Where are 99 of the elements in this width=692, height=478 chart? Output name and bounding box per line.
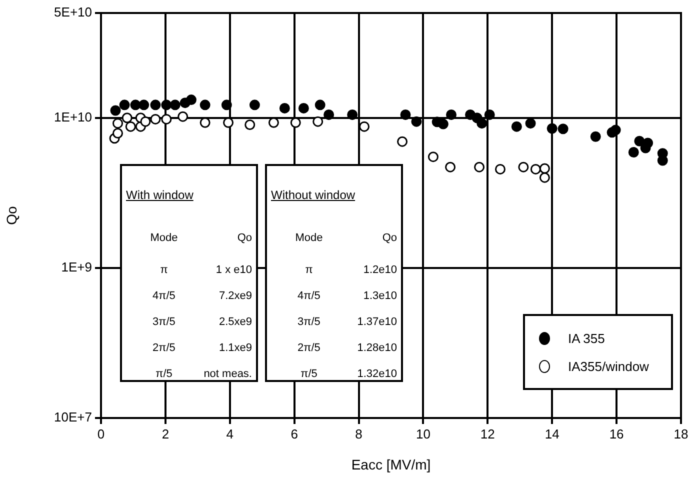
annotation: With window [126, 188, 194, 202]
point [170, 100, 180, 110]
annotation: Qo [381, 232, 397, 244]
annotation: Without window [271, 188, 356, 202]
point [558, 124, 568, 134]
x-tick-label: 12 [480, 426, 495, 442]
point [125, 121, 136, 132]
annotation: π/5 [154, 368, 174, 380]
point [324, 109, 334, 120]
point [428, 152, 438, 162]
annotation: 3π/5 [152, 316, 176, 328]
point [150, 100, 161, 110]
point [347, 109, 358, 120]
annotation: 7.2xe9 [218, 290, 252, 302]
point [446, 109, 457, 120]
point [200, 100, 210, 110]
point [249, 100, 260, 110]
point [312, 116, 324, 127]
point [130, 100, 141, 110]
x-tick-label: 10 [416, 426, 430, 442]
annotation: 1.1xe9 [218, 342, 252, 354]
point [476, 118, 488, 129]
point [359, 121, 370, 132]
point [411, 116, 422, 127]
annotation: 4π/5 [152, 290, 176, 302]
x-axis-title: Eacc [MV/m] [351, 456, 431, 472]
point [122, 112, 132, 124]
point [484, 109, 495, 120]
annotation: 2.5xe9 [218, 316, 252, 328]
annotation: π/5 [300, 368, 318, 380]
x-tick-label: 8 [355, 426, 362, 442]
point [511, 121, 522, 132]
point [494, 164, 506, 174]
point [530, 164, 541, 174]
annotation: π [304, 264, 314, 276]
point [400, 109, 411, 120]
x-tick-label: 6 [290, 426, 298, 442]
point [244, 120, 256, 130]
x-tick-label: 0 [97, 426, 105, 442]
point [140, 116, 151, 127]
annotation: 1.2e10 [362, 264, 397, 276]
x-tick-label: 2 [162, 426, 170, 442]
point [138, 100, 150, 110]
point [518, 162, 529, 172]
point [279, 102, 290, 114]
y-tick-label: 5E+10 [54, 4, 92, 20]
x-tick-label: 14 [544, 426, 560, 442]
point [150, 114, 161, 124]
point [119, 100, 130, 110]
point [298, 102, 309, 114]
point [186, 94, 196, 106]
point [642, 138, 654, 148]
point [525, 118, 536, 129]
y-tick-label: 1E+10 [54, 109, 92, 124]
point [112, 118, 124, 129]
annotation: π [159, 264, 169, 276]
point [223, 117, 234, 128]
point [445, 162, 456, 172]
annotation: Qo [236, 232, 252, 244]
point [268, 117, 279, 128]
point [610, 124, 621, 136]
annotation: 1.3e10 [362, 290, 397, 302]
point [628, 147, 639, 158]
point [161, 114, 172, 124]
point [200, 117, 210, 128]
y-tick-label: 10E+7 [54, 410, 92, 425]
point [314, 100, 326, 110]
point [112, 128, 124, 138]
annotation: 1.32e10 [356, 368, 397, 380]
point [290, 117, 301, 128]
annotation: not meas. [202, 368, 252, 380]
point [657, 155, 668, 166]
point [438, 118, 448, 130]
point [221, 100, 232, 110]
point [546, 123, 558, 134]
x-tick-label: 18 [674, 426, 688, 442]
annotation: Mode [149, 232, 179, 244]
point [474, 162, 485, 172]
y-tick-label: 1E+9 [61, 260, 92, 275]
point [539, 172, 550, 183]
annotation: 1 x e10 [214, 264, 252, 276]
annotation: 3π/5 [296, 316, 322, 328]
point [397, 136, 408, 147]
legend-label: IA 355 [568, 330, 605, 346]
annotation: 2π/5 [296, 342, 322, 354]
point [590, 131, 601, 142]
y-axis-title: Qo [3, 206, 20, 225]
legend-label: IA355/window [568, 358, 649, 374]
point [178, 111, 188, 122]
point [161, 100, 172, 110]
point [110, 105, 121, 116]
annotation: Mode [294, 232, 324, 244]
x-tick-label: 4 [226, 426, 234, 442]
annotation: 1.37e10 [356, 316, 397, 328]
point [539, 163, 550, 174]
x-tick-label: 16 [609, 426, 624, 442]
annotation: 4π/5 [296, 290, 322, 302]
annotation: 1.28e10 [356, 342, 397, 354]
annotation: 2π/5 [152, 342, 176, 354]
